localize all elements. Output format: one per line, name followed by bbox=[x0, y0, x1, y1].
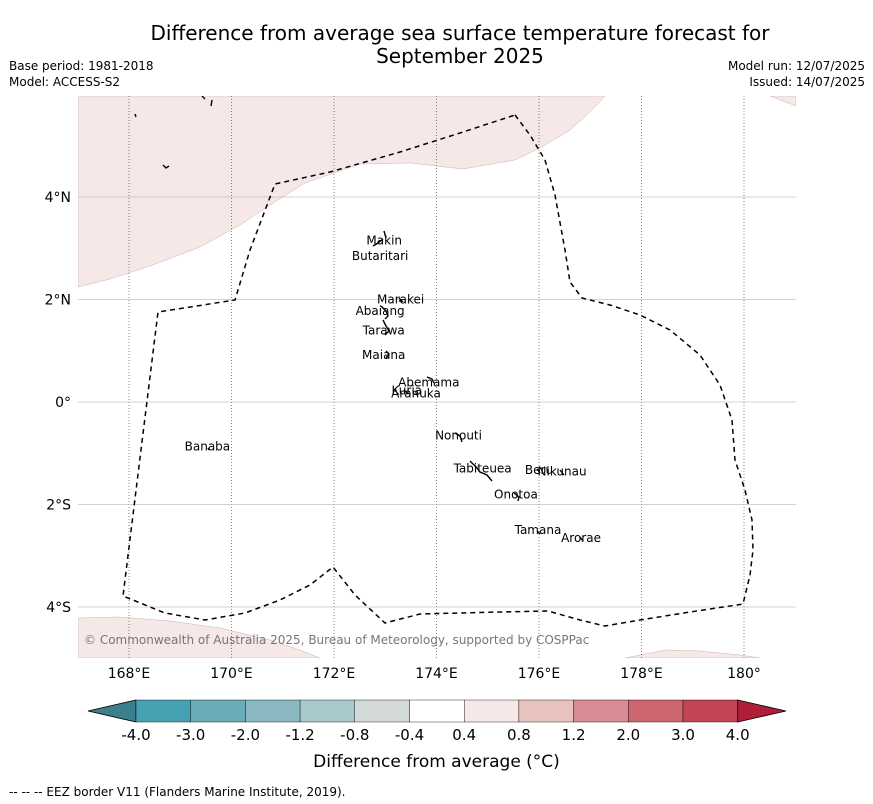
colorbar-segment bbox=[682, 699, 738, 723]
colorbar-segment bbox=[354, 699, 410, 723]
colorbar bbox=[87, 699, 787, 723]
latitude-tick-label: 4°N bbox=[45, 190, 71, 206]
island-shape-banaba bbox=[207, 447, 210, 451]
island-label-kuria: Kuria bbox=[392, 384, 423, 398]
island-shape-tamana bbox=[536, 530, 541, 535]
island-label-abemama: Abemama bbox=[398, 376, 459, 390]
meta-left: Base period: 1981-2018 Model: ACCESS-S2 bbox=[9, 58, 154, 90]
island-shape-maiana bbox=[385, 350, 390, 359]
colorbar-tick-label: 1.2 bbox=[561, 726, 586, 744]
model-run: Model run: 12/07/2025 bbox=[727, 59, 865, 73]
island-shape-tarawa bbox=[382, 319, 390, 336]
colorbar-segment bbox=[573, 699, 629, 723]
island-label-makin: Makin bbox=[366, 234, 402, 248]
warm-anomaly-region-southeast bbox=[624, 649, 761, 658]
latitude-tick-labels: 4°N 2°N 0° 2°S 4°S bbox=[45, 190, 72, 616]
island-shape-aranuka bbox=[413, 393, 419, 396]
longitude-tick-labels: 168°E 170°E 172°E 174°E 176°E 178°E 180° bbox=[108, 666, 761, 682]
warm-anomaly-region-northeast bbox=[769, 96, 796, 107]
island-label-aranuka: Aranuka bbox=[391, 386, 441, 400]
island-shape-makin bbox=[383, 230, 387, 239]
meta-right: Model run: 12/07/2025 Issued: 14/07/2025 bbox=[728, 58, 865, 90]
colorbar-tick-label: 0.8 bbox=[506, 726, 531, 744]
colorbar-segment bbox=[518, 699, 574, 723]
copyright-notice: © Commonwealth of Australia 2025, Bureau… bbox=[84, 633, 589, 647]
latitude-tick-label: 0° bbox=[55, 395, 71, 411]
colorbar-tick-label: -4.0 bbox=[121, 726, 151, 744]
island-shape-abaiang bbox=[380, 305, 389, 320]
latitude-tick-label: 2°N bbox=[45, 293, 71, 309]
island-label-tarawa: Tarawa bbox=[362, 323, 405, 337]
island-label-tamana: Tamana bbox=[514, 523, 562, 537]
colorbar-tick-label: -0.8 bbox=[340, 726, 370, 744]
longitude-tick-label: 170°E bbox=[210, 666, 253, 682]
latitude-tick-label: 2°S bbox=[46, 498, 71, 514]
latitude-tick-label: 4°S bbox=[46, 600, 71, 616]
longitude-tick-label: 174°E bbox=[415, 666, 458, 682]
island-label-maiana: Maiana bbox=[362, 348, 405, 362]
island-shape-abemama bbox=[426, 376, 435, 384]
warm-anomaly-region-south bbox=[78, 616, 321, 658]
issued-date: Issued: 14/07/2025 bbox=[749, 75, 865, 89]
colorbar-segment bbox=[299, 699, 356, 723]
warm-anomaly-region-north bbox=[78, 96, 606, 288]
colorbar-segment bbox=[135, 699, 191, 723]
eez-border bbox=[122, 114, 754, 627]
colorbar-extend-low bbox=[87, 699, 137, 723]
island-label-onotoa: Onotoa bbox=[494, 487, 538, 501]
island-label-nonouti: Nonouti bbox=[435, 428, 482, 442]
longitude-tick-label: 178°E bbox=[620, 666, 663, 682]
island-label-marakei: Marakei bbox=[377, 293, 424, 307]
island-shape-tabiteuea bbox=[469, 460, 493, 482]
colorbar-segment bbox=[190, 699, 246, 723]
colorbar-segment bbox=[409, 699, 465, 723]
map-title: Difference from average sea surface temp… bbox=[120, 22, 800, 68]
graticule bbox=[78, 96, 796, 658]
island-shapes bbox=[134, 96, 584, 542]
colorbar-tick-label: 0.4 bbox=[452, 726, 477, 744]
longitude-tick-label: 172°E bbox=[313, 666, 356, 682]
island-shape-nonouti bbox=[454, 432, 463, 443]
colorbar-tick-label: -2.0 bbox=[230, 726, 261, 744]
island-shape-onotoa bbox=[513, 492, 520, 502]
island-label-nikunau: Nikunau bbox=[538, 465, 587, 479]
longitude-tick-label: 168°E bbox=[108, 666, 151, 682]
colorbar-segment bbox=[628, 699, 684, 723]
island-shape-nikunau bbox=[559, 469, 565, 476]
island-shape-beru bbox=[536, 468, 541, 474]
colorbar-tick-label: -1.2 bbox=[285, 726, 315, 744]
colorbar-tick-label: 3.0 bbox=[671, 726, 695, 744]
colorbar-extend-high bbox=[737, 699, 787, 723]
island-label-beru: Beru bbox=[525, 463, 553, 477]
title-line-2: September 2025 bbox=[376, 44, 544, 68]
island-label-abaiang: Abaiang bbox=[356, 304, 405, 318]
colorbar-tick-label: -3.0 bbox=[176, 726, 206, 744]
island-shape-kuria bbox=[403, 389, 408, 394]
title-line-1: Difference from average sea surface temp… bbox=[150, 21, 770, 45]
base-period: Base period: 1981-2018 bbox=[9, 59, 154, 73]
island-shape-arorae bbox=[579, 536, 584, 542]
eez-footnote: -- -- -- EEZ border V11 (Flanders Marine… bbox=[9, 785, 346, 799]
island-label-tabiteuea: Tabiteuea bbox=[453, 462, 512, 476]
island-shape-butaritari bbox=[372, 238, 384, 247]
colorbar-segment bbox=[245, 699, 301, 723]
longitude-tick-label: 180° bbox=[727, 666, 761, 682]
colorbar-tick-label: -0.4 bbox=[394, 726, 425, 744]
island-label-banaba: Banaba bbox=[185, 440, 231, 454]
colorbar-title: Difference from average (°C) bbox=[313, 752, 560, 772]
longitude-tick-label: 176°E bbox=[518, 666, 561, 682]
island-label-butaritari: Butaritari bbox=[352, 249, 409, 263]
island-shape-marakei bbox=[398, 297, 404, 302]
island-shape-nw1 bbox=[134, 96, 213, 169]
colorbar-tick-label: 4.0 bbox=[725, 726, 750, 744]
island-label-arorae: Arorae bbox=[561, 531, 601, 545]
colorbar-tick-label: 2.0 bbox=[616, 726, 641, 744]
colorbar-segment bbox=[464, 699, 520, 723]
model-name: Model: ACCESS-S2 bbox=[9, 75, 121, 89]
